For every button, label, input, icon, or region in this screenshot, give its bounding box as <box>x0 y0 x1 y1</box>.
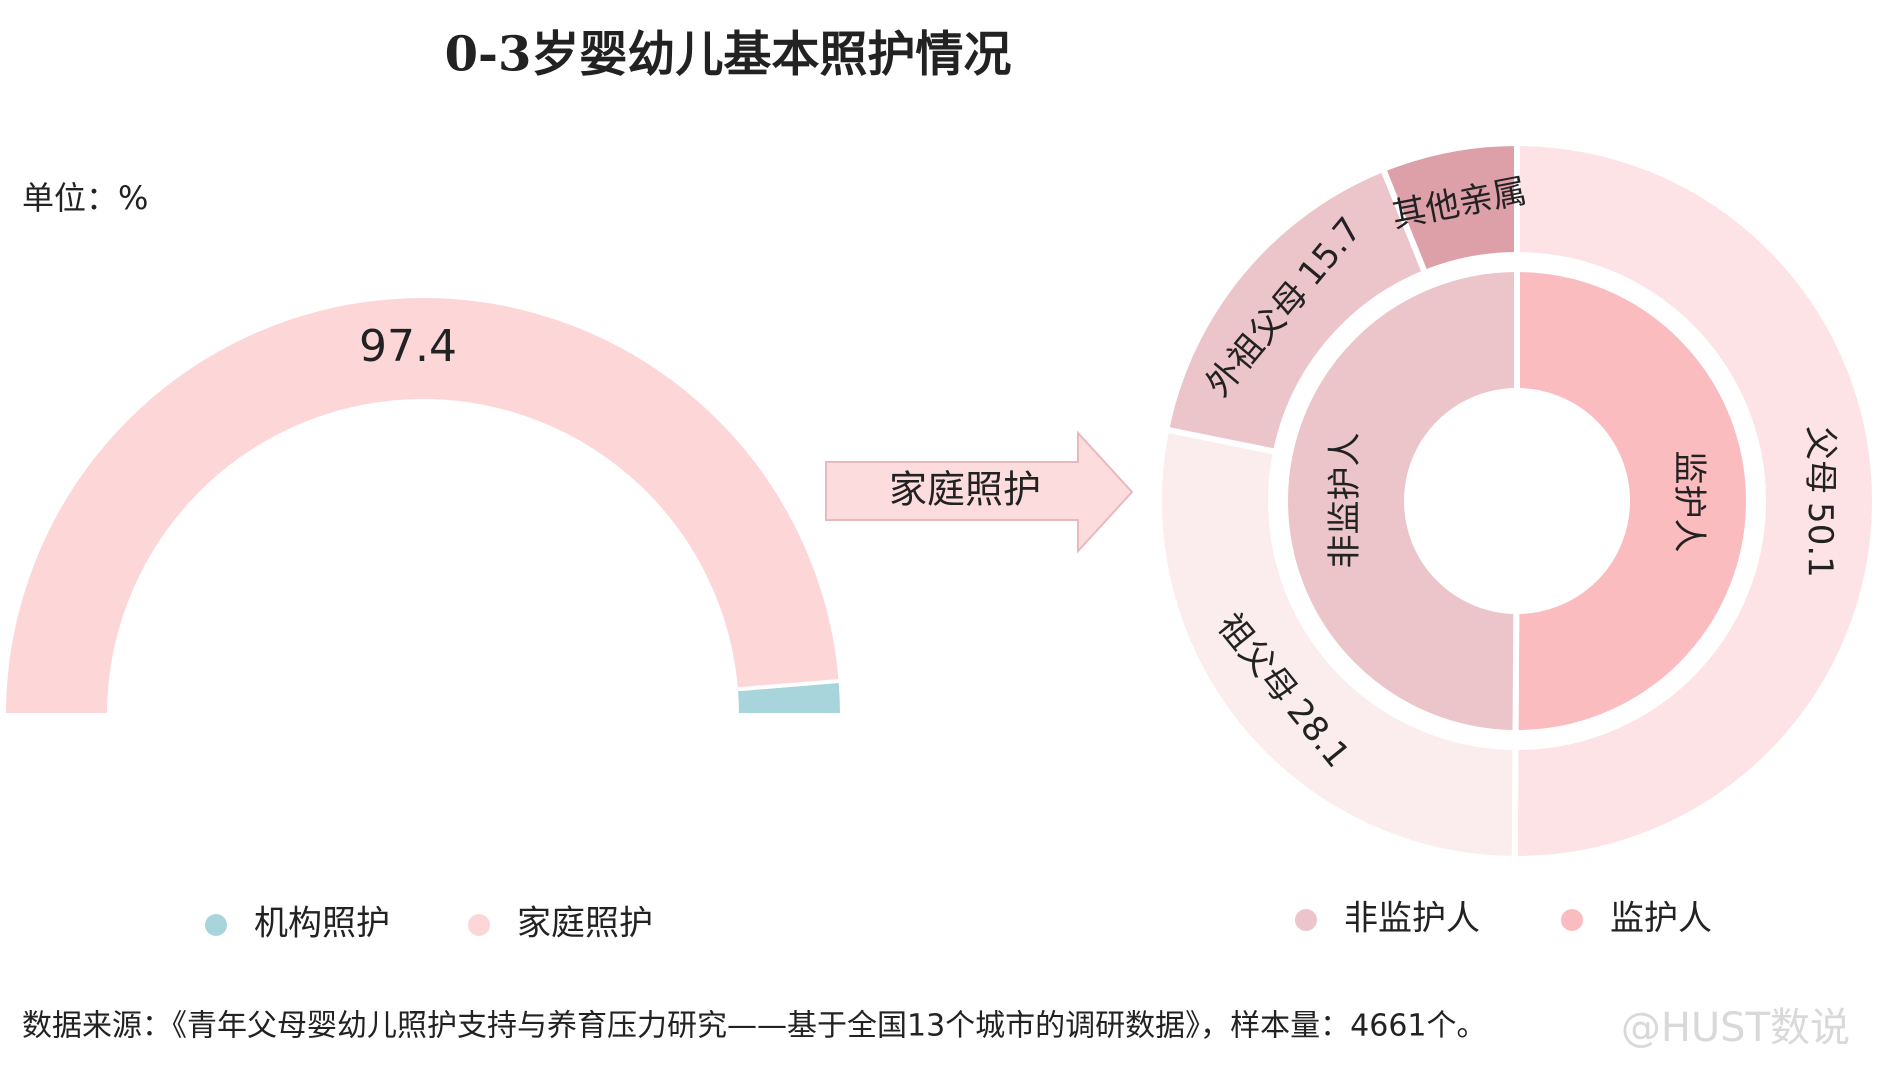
legend-marker <box>1295 909 1317 931</box>
legend-marker <box>468 914 490 936</box>
unit-label: 单位：% <box>22 179 148 217</box>
legend-label: 家庭照护 <box>517 904 653 944</box>
segment-label: 非监护人 <box>1324 432 1364 568</box>
legend-label: 非监护人 <box>1344 899 1480 939</box>
chart-title: 0-3岁婴幼儿基本照护情况 <box>445 27 1012 83</box>
segment-value: 50.1 <box>1800 502 1840 578</box>
watermark: @HUST数说 <box>1621 1005 1850 1051</box>
arrow-label: 家庭照护 <box>889 468 1041 512</box>
segment-name: 非监护人 <box>1324 432 1364 568</box>
sunburst-segment <box>1512 265 1753 736</box>
segment-name: 父母 <box>1801 426 1841 494</box>
sunburst-segment <box>1282 265 1520 737</box>
segment-name: 监护人 <box>1669 450 1709 552</box>
value-label: 97.4 <box>359 321 457 372</box>
legend-label: 监护人 <box>1610 899 1712 939</box>
arrow <box>825 430 1134 554</box>
legend-label: 机构照护 <box>254 904 390 944</box>
legend-marker <box>205 914 227 936</box>
sunburst-segment <box>1156 425 1519 863</box>
segment-label: 父母 50.1 <box>1800 426 1840 578</box>
sunburst-segment <box>1511 139 1878 862</box>
sunburst-segment <box>1379 139 1520 277</box>
legend-marker <box>1561 909 1583 931</box>
segment-label: 监护人 <box>1669 450 1709 552</box>
arc-segment <box>1 294 843 717</box>
source-note: 数据来源：《青年父母婴幼儿照护支持与养育压力研究——基于全国13个城市的调研数据… <box>22 1009 1487 1044</box>
